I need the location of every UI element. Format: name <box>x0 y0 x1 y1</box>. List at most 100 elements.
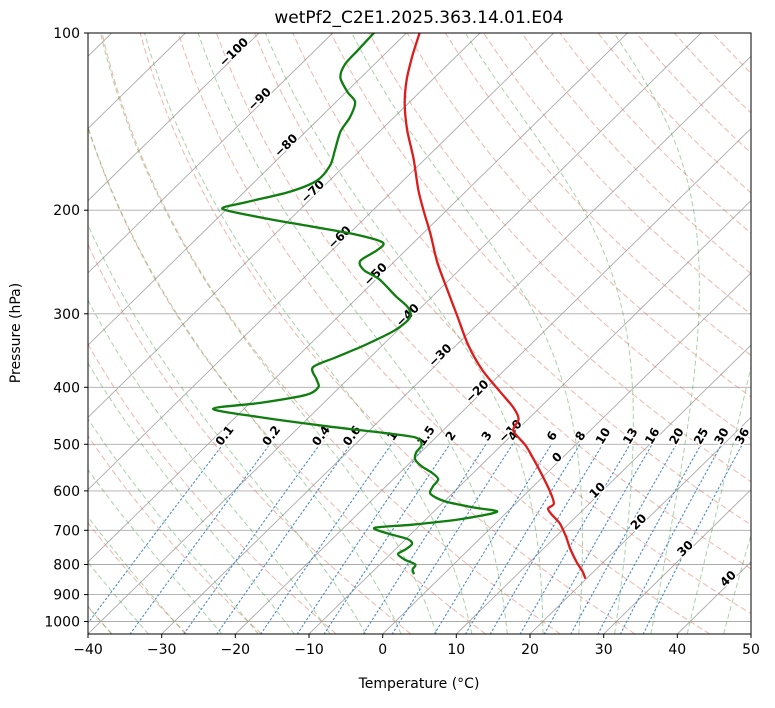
isotherm-line <box>529 416 751 634</box>
y-tick-label: 200 <box>53 203 80 219</box>
mixing-ratio-line <box>129 443 271 634</box>
x-tick-label: −10 <box>294 642 324 658</box>
isotherm-line <box>456 344 751 634</box>
isotherm-label: 10 <box>586 479 608 501</box>
temperature-curve <box>403 33 587 579</box>
mixing-ratio-line <box>362 443 487 634</box>
mixing-ratio-label: 25 <box>691 425 711 446</box>
isotherm-label: −70 <box>298 177 327 206</box>
x-tick-label: −20 <box>221 642 251 658</box>
y-tick-label: 500 <box>53 437 80 453</box>
moist-adiabat-line <box>723 533 751 634</box>
dry-adiabat-line <box>712 33 751 74</box>
x-axis-label: Temperature (°C) <box>358 676 480 692</box>
isotherm-line <box>88 33 334 274</box>
dry-adiabat-line <box>330 33 751 483</box>
moist-adiabat-line <box>351 33 583 634</box>
dry-adiabat-line <box>750 33 751 35</box>
dry-adiabat-line <box>635 33 751 154</box>
isotherm-label: −30 <box>426 341 455 370</box>
dewpoint-curve <box>211 33 499 575</box>
dry-adiabat-line <box>483 33 751 315</box>
isotherm-label: −80 <box>272 131 301 160</box>
x-tick-label: 20 <box>521 642 539 658</box>
mixing-ratio-line <box>260 443 392 634</box>
mixing-ratio-line <box>464 443 581 634</box>
isotherm-line <box>88 33 628 563</box>
y-tick-label: 300 <box>53 307 80 323</box>
y-tick-label: 100 <box>53 26 80 42</box>
isotherm-line <box>235 127 751 634</box>
axes-border <box>87 32 752 635</box>
isotherm-label: 0 <box>549 449 565 465</box>
moist-adiabat-line <box>144 33 473 634</box>
moist-adiabat-line <box>88 223 367 634</box>
mixing-ratio-line <box>570 443 677 634</box>
mixing-ratio-label: 16 <box>642 425 663 446</box>
mixing-ratio-line <box>597 443 702 634</box>
isotherm-line <box>88 33 555 491</box>
dry-adiabat-line <box>177 33 710 634</box>
x-tick-label: 10 <box>447 642 465 658</box>
x-tick-label: 50 <box>742 642 760 658</box>
mixing-ratio-label: 30 <box>711 425 731 446</box>
mixing-ratio-line <box>433 443 552 634</box>
moist-adiabat-line <box>100 33 437 634</box>
x-tick-label: 40 <box>668 642 686 658</box>
dry-adiabat-line <box>88 243 412 634</box>
y-tick-label: 600 <box>53 484 80 500</box>
isotherm-line <box>161 55 751 634</box>
isotherm-line <box>88 33 260 202</box>
isotherm-line <box>88 33 702 634</box>
chart-area: −100−90−80−70−60−50−40−30−20−10010203040… <box>44 26 760 658</box>
mixing-ratio-label: 6 <box>544 429 560 444</box>
isotherm-line <box>382 272 751 634</box>
moist-adiabat-line <box>264 33 544 634</box>
moist-adiabat-line <box>88 125 402 634</box>
dry-adiabat-line <box>521 33 751 275</box>
isotherm-line <box>88 33 186 130</box>
isotherm-line <box>308 200 751 634</box>
isotherm-line <box>88 33 407 346</box>
isotherm-line <box>88 33 481 418</box>
mixing-ratio-label: 8 <box>572 429 588 443</box>
dry-adiabat-line <box>368 33 751 440</box>
moist-adiabat-line <box>88 516 186 634</box>
mixing-ratio-label: 2 <box>443 428 459 443</box>
moist-adiabat-line <box>613 33 700 634</box>
mixing-ratio-line <box>391 443 514 634</box>
y-tick-label: 900 <box>53 588 80 604</box>
mixing-ratio-label: 10 <box>593 425 614 447</box>
mixing-ratio-line <box>216 443 352 634</box>
chart-title: wetPf2_C2E1.2025.363.14.01.E04 <box>274 8 563 28</box>
isotherm-label: −20 <box>463 377 492 406</box>
dry-adiabat-line <box>444 33 751 356</box>
x-tick-label: 30 <box>595 642 613 658</box>
mixing-ratio-line <box>642 443 743 634</box>
dry-adiabat-line <box>216 33 751 615</box>
mixing-ratio-line <box>489 443 604 634</box>
isotherm-label: −40 <box>393 301 422 330</box>
mixing-ratio-line <box>543 443 653 634</box>
isotherm-line <box>603 488 751 634</box>
moist-adiabat-line <box>197 33 508 634</box>
mixing-ratio-label: 3 <box>479 429 495 444</box>
mixing-ratio-label: 36 <box>732 425 752 446</box>
y-tick-label: 800 <box>53 558 80 574</box>
dry-adiabat-line <box>139 33 636 634</box>
x-tick-label: 0 <box>378 642 387 658</box>
x-tick-label: −40 <box>73 642 103 658</box>
x-tick-label: −30 <box>147 642 177 658</box>
isotherm-line <box>750 633 751 634</box>
dry-adiabat-line <box>101 33 561 634</box>
moist-adiabat-line <box>686 364 751 634</box>
mixing-ratio-line <box>619 443 723 634</box>
dry-adiabat-line <box>254 33 751 570</box>
isotherm-label: 30 <box>674 538 696 560</box>
dry-adiabat-line <box>88 435 262 634</box>
mixing-ratio-line <box>183 443 321 634</box>
mixing-ratio-line <box>519 443 631 634</box>
dry-adiabat-line <box>406 33 751 398</box>
